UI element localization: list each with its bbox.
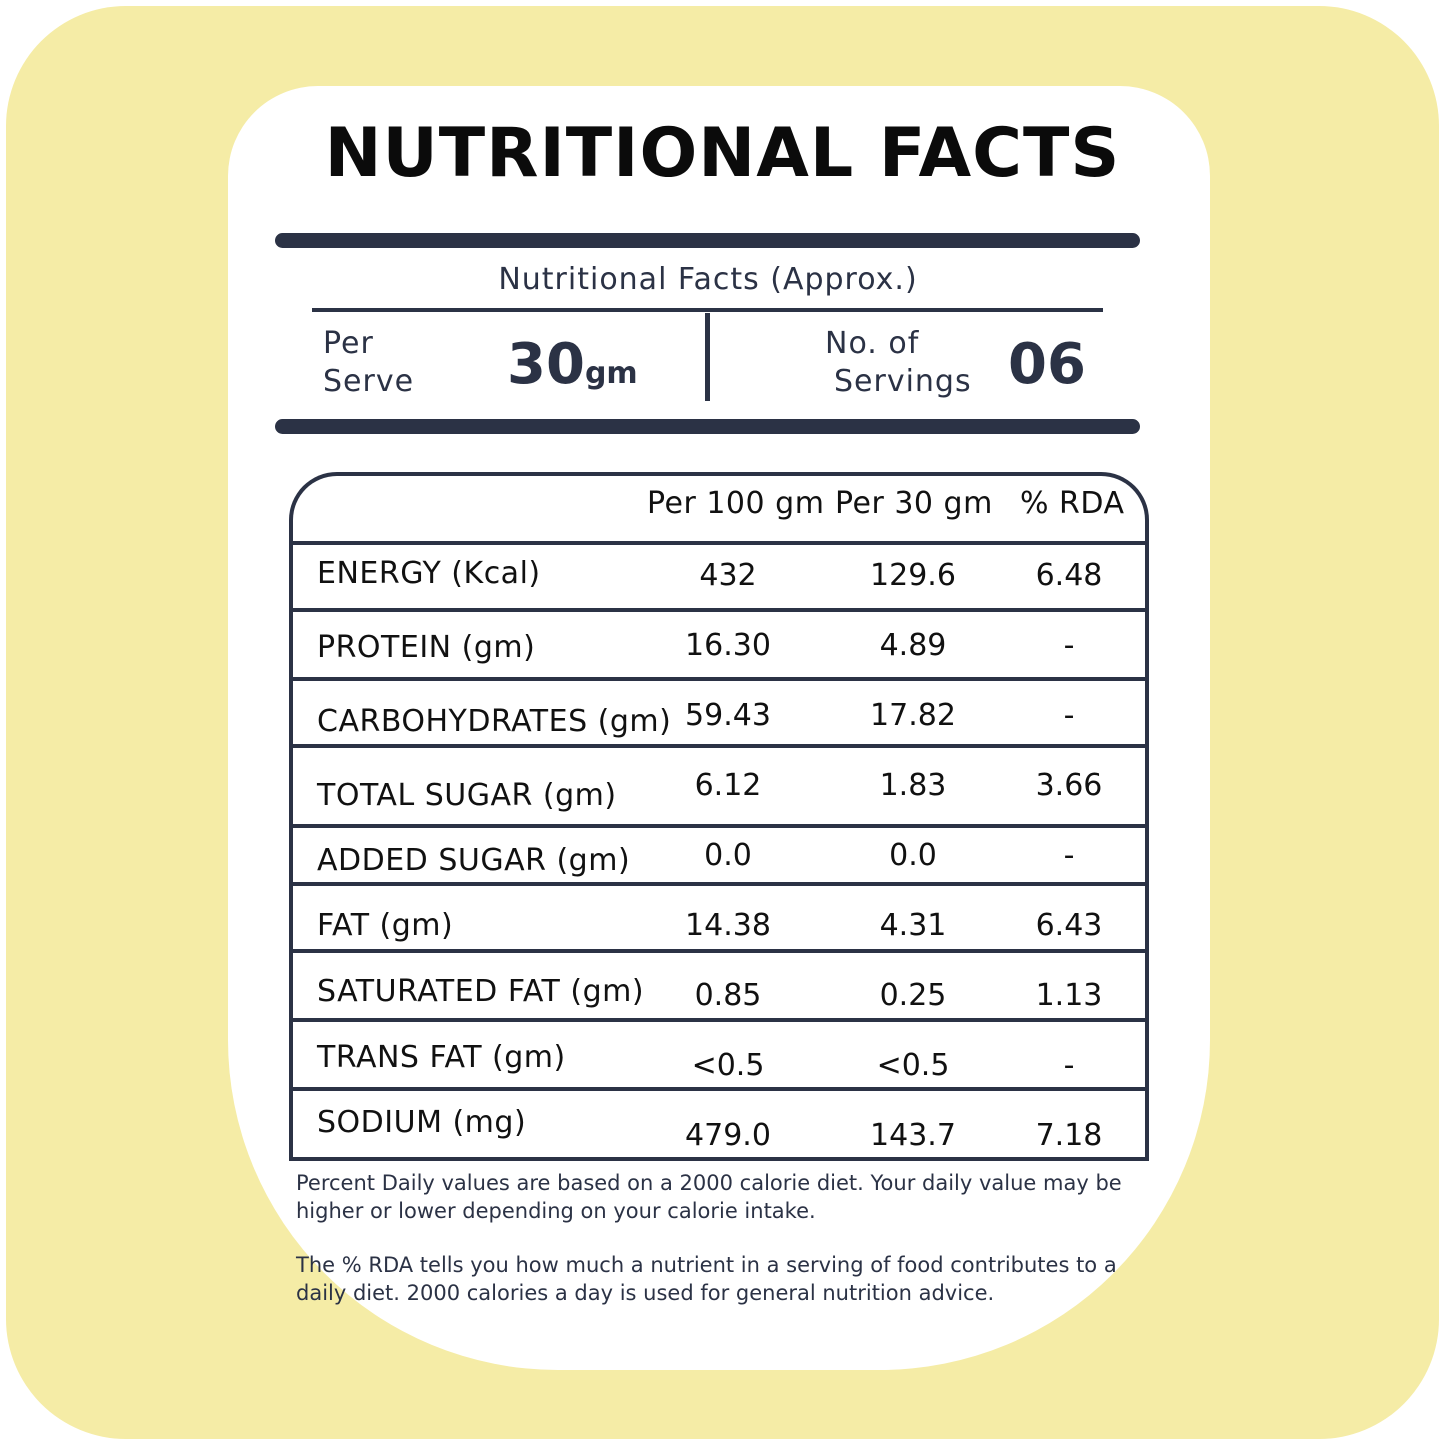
- servings-label-1: No. of: [825, 326, 920, 361]
- value-per-100: <0.5: [691, 1048, 765, 1083]
- row-divider: [289, 949, 1149, 953]
- top-divider: [275, 233, 1140, 248]
- value-rda: 6.43: [1035, 908, 1103, 943]
- footnote-rda: The % RDA tells you how much a nutrient …: [296, 1253, 1117, 1305]
- serving-divider: [312, 308, 1103, 312]
- nutrient-name: CARBOHYDRATES (gm): [317, 704, 672, 739]
- value-per-30: 17.82: [870, 698, 956, 733]
- row-divider: [289, 882, 1149, 886]
- nutrient-name: TOTAL SUGAR (gm): [317, 778, 617, 813]
- value-per-100: 59.43: [685, 698, 771, 733]
- vertical-divider: [705, 313, 710, 401]
- value-rda: -: [1063, 628, 1075, 663]
- header-per-100: Per 100 gm: [647, 486, 825, 521]
- value-per-100: 14.38: [685, 908, 771, 943]
- value-rda: 6.48: [1035, 558, 1103, 593]
- per-serve-number: 30: [507, 332, 585, 397]
- value-rda: 1.13: [1035, 978, 1103, 1013]
- per-serve-unit: gm: [584, 356, 638, 391]
- value-per-100: 479.0: [685, 1118, 771, 1153]
- nutrient-name: SATURATED FAT (gm): [317, 974, 645, 1009]
- nutrient-name: TRANS FAT (gm): [317, 1040, 566, 1075]
- value-per-30: 0.25: [879, 978, 947, 1013]
- row-divider: [289, 541, 1149, 545]
- per-serve-value: 30gm: [507, 337, 638, 402]
- value-rda: -: [1063, 1048, 1075, 1083]
- subtitle: Nutritional Facts (Approx.): [498, 262, 918, 297]
- value-per-100: 0.0: [704, 838, 752, 873]
- nutrient-name: SODIUM (mg): [317, 1105, 527, 1140]
- row-divider: [289, 1018, 1149, 1022]
- servings-label-2: Servings: [834, 364, 972, 399]
- table-bottom: [289, 1157, 1149, 1161]
- per-serve-label-2: Serve: [323, 364, 415, 399]
- label-card: [228, 86, 1210, 1370]
- page-title: NUTRITIONAL FACTS: [324, 114, 1121, 193]
- row-divider: [289, 677, 1149, 681]
- nutrient-name: ADDED SUGAR (gm): [317, 843, 631, 878]
- nutrient-name: FAT (gm): [317, 908, 454, 943]
- value-per-30: 0.0: [889, 838, 937, 873]
- row-divider: [289, 744, 1149, 748]
- row-divider: [289, 824, 1149, 828]
- value-per-100: 6.12: [694, 768, 762, 803]
- value-rda: -: [1063, 698, 1075, 733]
- nutrient-name: ENERGY (Kcal): [317, 556, 541, 591]
- value-per-100: 16.30: [685, 628, 771, 663]
- value-per-30: <0.5: [876, 1048, 950, 1083]
- per-serve-label-1: Per: [323, 326, 374, 361]
- row-divider: [289, 608, 1149, 612]
- value-per-100: 432: [699, 558, 757, 593]
- value-per-30: 4.89: [879, 628, 947, 663]
- value-per-30: 143.7: [870, 1118, 956, 1153]
- value-per-30: 129.6: [870, 558, 956, 593]
- value-per-30: 4.31: [879, 908, 947, 943]
- value-rda: 7.18: [1035, 1118, 1103, 1153]
- row-divider: [289, 1087, 1149, 1091]
- value-per-30: 1.83: [879, 768, 947, 803]
- header-rda: % RDA: [1020, 486, 1125, 521]
- value-rda: -: [1063, 838, 1075, 873]
- nutrition-table: [289, 472, 1149, 1161]
- value-rda: 3.66: [1035, 768, 1103, 803]
- nutrient-name: PROTEIN (gm): [317, 630, 536, 665]
- header-per-30: Per 30 gm: [835, 486, 993, 521]
- footnote-daily-values: Percent Daily values are based on a 2000…: [296, 1171, 1122, 1223]
- bottom-divider: [275, 419, 1140, 434]
- servings-value: 06: [1008, 332, 1086, 397]
- value-per-100: 0.85: [694, 978, 762, 1013]
